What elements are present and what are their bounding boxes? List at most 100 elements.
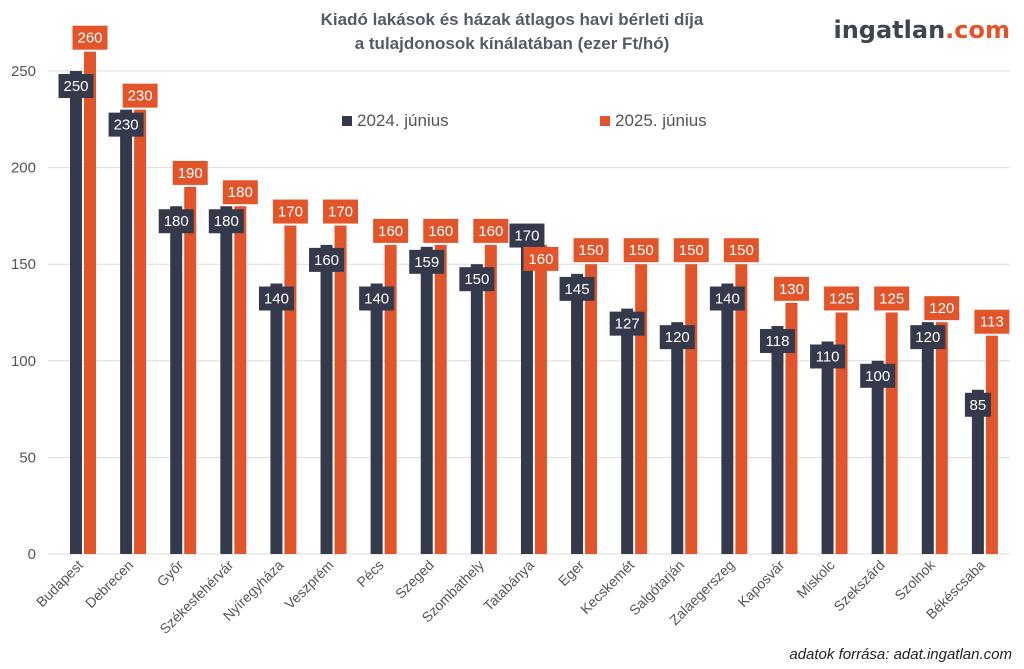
data-label-2024: 140 [715, 291, 740, 308]
legend-swatch-2024 [342, 116, 352, 126]
data-label-2024: 180 [214, 213, 239, 230]
legend-swatch-2025 [600, 116, 610, 126]
data-label-2024-box [158, 209, 194, 234]
source-note: adatok forrása: adat.ingatlan.com [789, 646, 1012, 663]
data-label-2025: 125 [879, 291, 904, 308]
data-label-2024-box [860, 363, 896, 388]
data-label-2025: 160 [478, 223, 503, 240]
data-label-2025-box [122, 83, 158, 108]
data-label-2025-box [523, 246, 559, 271]
chart-title-line-2: a tulajdonosok kínálatában (ezer Ft/hó) [354, 34, 670, 53]
y-tick-label: 200 [11, 160, 36, 177]
bar-2024 [420, 246, 433, 554]
bar-2024 [721, 283, 734, 554]
bar-2025 [484, 244, 497, 554]
data-label-2025-box [323, 199, 359, 224]
x-category-label: Miskolc [793, 557, 837, 601]
data-label-2024: 85 [970, 397, 987, 414]
bar-2025 [234, 206, 247, 555]
data-label-2024-box [559, 276, 595, 301]
bar-2025 [885, 312, 898, 554]
chart-title-line-1: Kiadó lakások és házak átlagos havi bérl… [320, 10, 704, 29]
brand-logo-name: ingatlan [833, 16, 946, 44]
data-label-2025-box [924, 296, 960, 321]
data-label-2024: 180 [164, 213, 189, 230]
bar-2025 [585, 264, 598, 554]
data-label-2024: 110 [816, 348, 840, 365]
bar-2025 [935, 322, 948, 554]
bar-2024 [971, 389, 984, 554]
bar-2024 [70, 71, 82, 554]
data-label-2025: 230 [128, 88, 153, 105]
data-label-2025: 130 [779, 281, 804, 298]
data-label-2024-box [208, 209, 244, 234]
data-label-2024: 120 [665, 329, 690, 346]
bar-2024 [921, 322, 934, 554]
data-label-2024-box [258, 286, 294, 311]
x-category-label: Pécs [353, 557, 386, 590]
data-label-2024-box [659, 325, 695, 350]
bar-2024 [621, 308, 634, 554]
bar-2025 [384, 244, 397, 554]
data-label-2025-box [172, 160, 208, 185]
data-label-2025: 150 [729, 242, 754, 259]
bar-2025 [334, 225, 347, 554]
data-label-2024-box [108, 112, 144, 137]
x-category-label: Budapest [33, 557, 86, 610]
data-label-2024: 159 [414, 254, 439, 271]
bar-2025 [184, 186, 197, 555]
bar-2025 [735, 264, 748, 554]
data-label-2024-box [58, 74, 94, 98]
y-tick-label: 150 [11, 256, 36, 273]
bar-2025 [284, 225, 297, 554]
data-label-2025-box [222, 180, 258, 205]
data-label-2025-box [373, 218, 409, 243]
data-label-2024-box [709, 286, 745, 311]
data-label-2025-box [673, 238, 709, 263]
data-label-2025: 160 [528, 251, 553, 268]
bar-2025 [785, 302, 798, 554]
data-label-2025-box [423, 218, 459, 243]
legend-label-2025: 2025. június [615, 111, 707, 130]
data-label-2025: 150 [629, 242, 654, 259]
x-category-label: Győr [154, 557, 187, 590]
data-label-2024-box [759, 329, 795, 354]
data-label-2025: 150 [579, 242, 604, 259]
data-label-2024: 118 [766, 333, 790, 350]
data-label-2025: 125 [829, 291, 854, 308]
data-label-2024-box [309, 247, 345, 272]
data-label-2024: 140 [264, 291, 289, 308]
data-label-2024-box [964, 392, 991, 417]
data-label-2024: 160 [314, 252, 339, 269]
data-label-2024: 140 [364, 291, 389, 308]
bar-2024 [871, 360, 884, 554]
data-label-2025-box [773, 276, 809, 301]
bar-2025 [685, 264, 698, 554]
data-label-2024: 230 [114, 117, 139, 134]
data-label-2025: 170 [278, 204, 303, 221]
data-label-2024: 100 [865, 368, 890, 385]
data-label-2025: 190 [178, 165, 203, 182]
data-label-2025: 113 [980, 314, 1004, 331]
data-label-2025-box [473, 218, 509, 243]
data-label-2025: 160 [378, 223, 403, 240]
data-label-2024: 145 [565, 281, 590, 298]
brand-logo: ingatlan.com [833, 16, 1010, 44]
data-label-2025-box [723, 238, 759, 263]
x-category-label: Szeged [392, 557, 437, 602]
data-label-2024: 250 [63, 78, 88, 95]
data-label-2025: 180 [228, 184, 253, 201]
bar-2025 [534, 244, 547, 554]
bar-2025 [134, 109, 147, 554]
data-label-2024: 170 [514, 228, 539, 245]
data-label-2025: 160 [428, 223, 453, 240]
bar-2024 [821, 341, 834, 554]
chart-title: Kiadó lakások és házak átlagos havi bérl… [212, 8, 812, 56]
bar-2025 [635, 264, 648, 554]
legend-label-2024: 2024. június [357, 111, 449, 130]
data-label-2025-box [72, 25, 108, 50]
bar-2024 [220, 206, 233, 555]
data-label-2024: 120 [915, 329, 940, 346]
data-label-2024-box [409, 249, 445, 274]
